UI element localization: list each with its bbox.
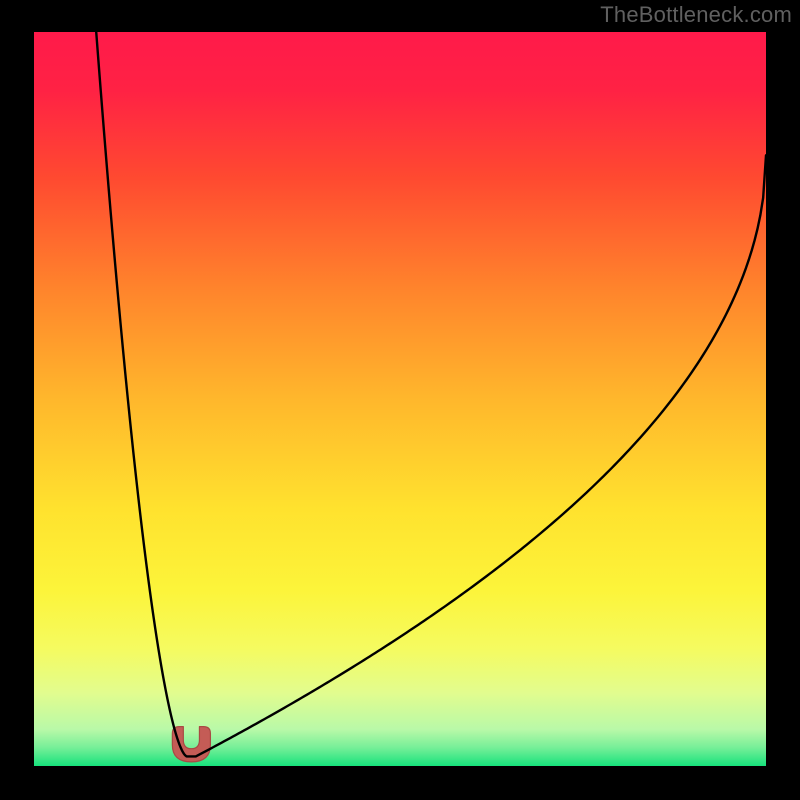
chart-stage: TheBottleneck.com xyxy=(0,0,800,800)
watermark-text: TheBottleneck.com xyxy=(600,2,792,28)
bottleneck-chart xyxy=(0,0,800,800)
gradient-background xyxy=(34,32,766,766)
